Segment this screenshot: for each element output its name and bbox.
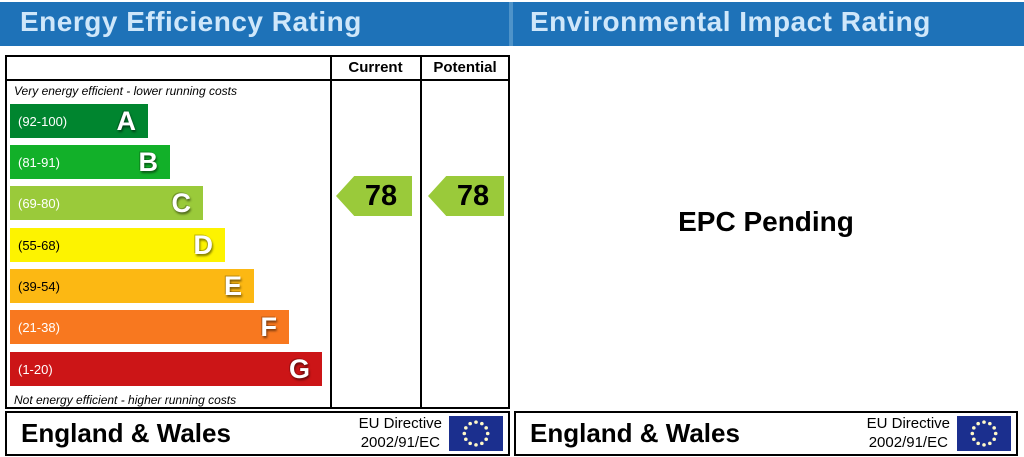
band-d-letter: D <box>193 229 214 260</box>
band-b-range: (81-91) <box>18 154 60 170</box>
current-column-divider <box>330 55 332 409</box>
eu-directive-label: EU Directive 2002/91/EC <box>359 414 442 452</box>
band-d-range: (55-68) <box>18 237 60 253</box>
band-f: (21-38) F <box>10 310 289 344</box>
band-b-letter: B <box>138 146 159 177</box>
eu-directive-line1: EU Directive <box>358 415 442 432</box>
header-row-divider <box>5 79 510 81</box>
footer-right: England & Wales EU Directive 2002/91/EC <box>514 411 1018 456</box>
region-label: England & Wales <box>530 418 740 448</box>
band-c-range: (69-80) <box>18 195 60 211</box>
band-d: (55-68) D <box>10 228 225 262</box>
band-b: (81-91) B <box>10 145 170 179</box>
band-a: (92-100) A <box>10 104 148 138</box>
header-divider <box>509 2 513 46</box>
epc-pending-text: EPC Pending <box>678 206 854 237</box>
current-rating-arrow: 78 <box>336 176 412 216</box>
header-bar <box>0 2 1024 46</box>
environmental-impact-title: Environmental Impact Rating <box>530 6 931 37</box>
band-c: (69-80) C <box>10 186 203 220</box>
potential-column-header: Potential <box>433 59 497 76</box>
band-e-range: (39-54) <box>18 278 60 294</box>
band-f-range: (21-38) <box>18 319 60 335</box>
potential-rating-value: 78 <box>456 179 490 212</box>
potential-rating-arrow: 78 <box>428 176 504 216</box>
band-e-letter: E <box>223 270 242 301</box>
eu-flag-icon <box>957 416 1011 451</box>
top-caption: Very energy efficient - lower running co… <box>14 84 237 98</box>
band-a-letter: A <box>116 105 137 136</box>
current-column-header: Current <box>348 59 403 76</box>
band-e: (39-54) E <box>10 269 254 303</box>
band-f-letter: F <box>260 311 278 342</box>
band-g: (1-20) G <box>10 352 322 386</box>
current-rating-value: 78 <box>364 179 398 212</box>
band-c-letter: C <box>171 187 192 218</box>
eu-directive-line2: 2002/91/EC <box>868 434 948 451</box>
footer-left: England & Wales EU Directive 2002/91/EC <box>5 411 510 456</box>
band-g-letter: G <box>288 353 310 384</box>
band-g-range: (1-20) <box>18 361 53 377</box>
bottom-caption: Not energy efficient - higher running co… <box>14 393 237 407</box>
band-a-range: (92-100) <box>18 113 68 129</box>
potential-column-divider <box>420 55 422 409</box>
eu-directive-line1: EU Directive <box>866 415 950 432</box>
region-label: England & Wales <box>21 418 231 448</box>
eu-directive-line2: 2002/91/EC <box>360 434 440 451</box>
energy-efficiency-title: Energy Efficiency Rating <box>20 6 362 37</box>
eu-directive-label: EU Directive 2002/91/EC <box>867 414 950 452</box>
eu-flag-icon <box>449 416 503 451</box>
